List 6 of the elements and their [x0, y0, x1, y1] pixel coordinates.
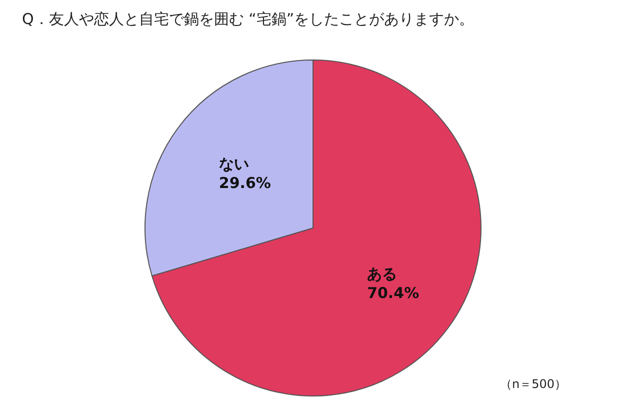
- chart-title: Q．友人や恋人と自宅で鍋を囲む “宅鍋”をしたことがありますか。: [22, 10, 474, 28]
- text: （n＝500）: [500, 377, 567, 391]
- slice-label: ない: [218, 154, 249, 173]
- data-label: 29.6%: [218, 174, 271, 192]
- slice-label: ある: [367, 265, 398, 284]
- data-label: 70.4%: [367, 284, 420, 302]
